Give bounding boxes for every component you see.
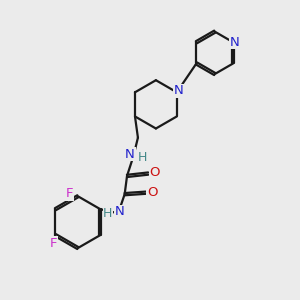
Text: N: N <box>173 84 183 97</box>
Text: F: F <box>50 237 58 250</box>
Text: H: H <box>138 151 148 164</box>
Text: N: N <box>115 205 124 218</box>
Text: O: O <box>147 186 158 199</box>
Text: N: N <box>125 148 135 160</box>
Text: H: H <box>103 207 112 220</box>
Text: O: O <box>149 167 160 179</box>
Text: F: F <box>66 188 74 200</box>
Text: N: N <box>230 36 239 49</box>
